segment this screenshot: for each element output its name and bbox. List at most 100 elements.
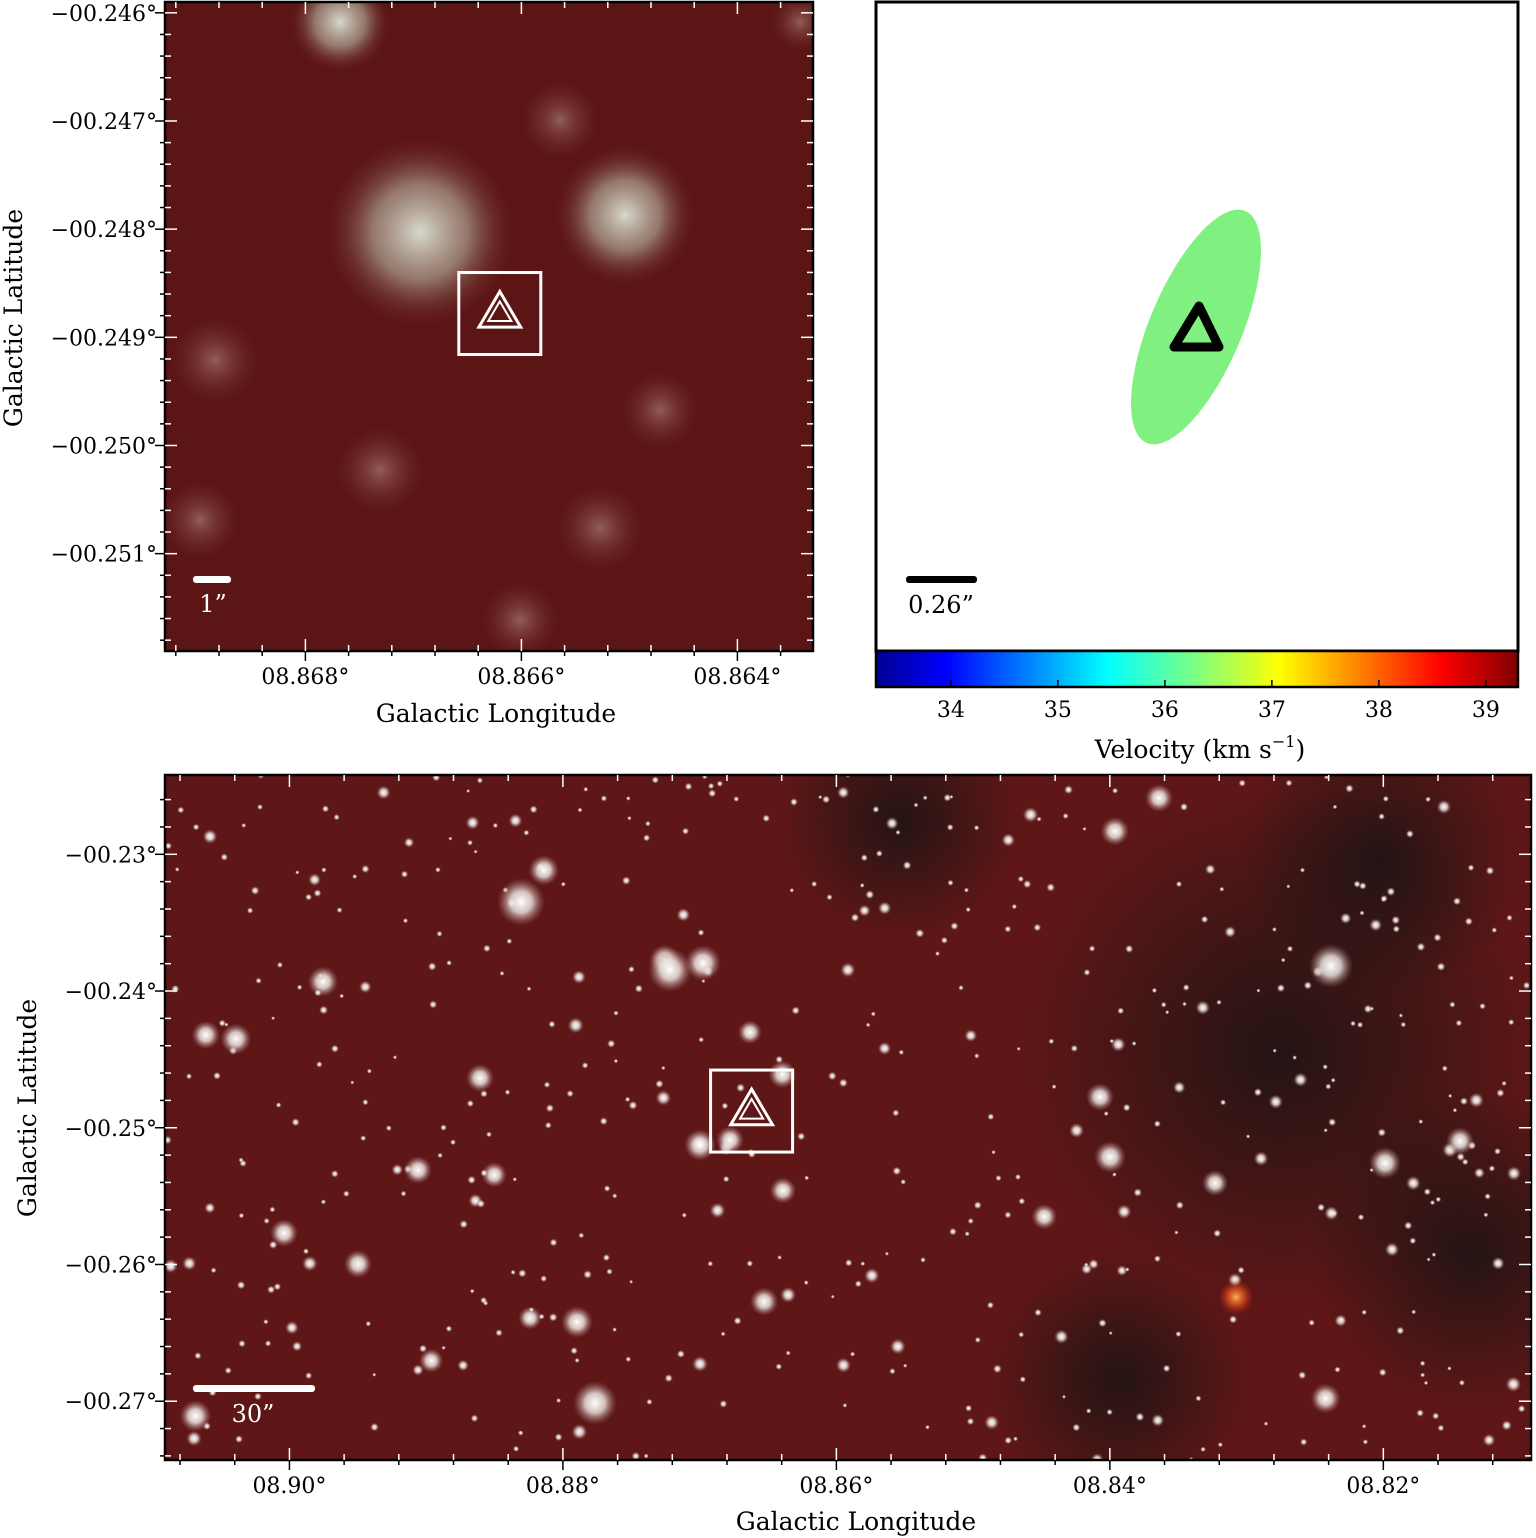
- star: [827, 1071, 837, 1081]
- star: [736, 1083, 746, 1093]
- star: [174, 867, 180, 872]
- star: [572, 970, 586, 984]
- star: [1135, 1412, 1145, 1422]
- star: [495, 1329, 503, 1337]
- star: [305, 893, 313, 901]
- star: [1125, 944, 1134, 954]
- star: [1384, 1242, 1400, 1257]
- wide-x-tick-label: 08.84°: [1073, 1474, 1147, 1499]
- star: [1409, 1237, 1417, 1245]
- star: [321, 867, 327, 873]
- star: [1391, 915, 1401, 925]
- star: [1425, 796, 1431, 803]
- star: [1361, 1309, 1367, 1316]
- star: [1501, 1420, 1512, 1431]
- star: [785, 1350, 791, 1356]
- star: [480, 1169, 488, 1177]
- wide-source-box: [709, 1068, 795, 1154]
- star: [1285, 779, 1293, 787]
- star: [459, 1219, 469, 1229]
- star: [427, 962, 437, 971]
- star: [476, 777, 484, 784]
- star: [302, 1255, 318, 1272]
- star: [1175, 880, 1183, 888]
- star: [1405, 829, 1414, 838]
- star: [1467, 864, 1475, 872]
- star: [275, 1102, 282, 1108]
- star: [1411, 1309, 1417, 1315]
- star: [540, 1275, 548, 1283]
- star: [1461, 1158, 1469, 1166]
- star: [1522, 981, 1531, 990]
- star: [797, 1132, 806, 1141]
- dark-cloud: [780, 775, 1020, 940]
- star: [273, 1282, 282, 1291]
- star: [684, 782, 693, 791]
- star: [1334, 1366, 1341, 1373]
- star: [400, 870, 409, 878]
- wide-source-triangle-inner: [738, 1096, 765, 1120]
- bright-star: [404, 1156, 432, 1184]
- star: [655, 1079, 664, 1089]
- star: [872, 805, 880, 814]
- zoom-star: [620, 370, 700, 450]
- star: [822, 795, 831, 804]
- star: [465, 815, 480, 830]
- star: [826, 894, 833, 901]
- star: [1018, 1197, 1026, 1205]
- star: [721, 1102, 729, 1110]
- star: [984, 1415, 1000, 1430]
- star: [943, 793, 952, 802]
- star: [1083, 968, 1091, 976]
- zoom-y-axis-title: Galactic Latitude: [0, 209, 28, 427]
- colorbar-ticks: [950, 680, 1487, 687]
- star: [992, 1364, 1002, 1374]
- wide-y-tick-label: −00.23°: [65, 843, 157, 868]
- star: [1280, 957, 1286, 963]
- wide-image: [165, 775, 1531, 1460]
- star: [238, 1339, 246, 1348]
- star: [974, 1053, 980, 1059]
- star: [583, 1270, 592, 1279]
- bright-star: [716, 1126, 744, 1154]
- star: [719, 1399, 728, 1408]
- star: [987, 1113, 995, 1121]
- star: [1459, 1097, 1468, 1106]
- bright-star: [270, 1219, 298, 1247]
- star: [506, 938, 513, 945]
- star: [1112, 787, 1119, 794]
- star: [1483, 1212, 1489, 1218]
- wide-y-axis-title: Galactic Latitude: [13, 999, 42, 1217]
- star: [1082, 826, 1087, 832]
- star: [1506, 914, 1513, 921]
- colorbar: [874, 649, 1520, 689]
- star: [1070, 1044, 1079, 1053]
- star: [860, 854, 868, 862]
- star: [1468, 1092, 1484, 1108]
- star: [1416, 1409, 1424, 1417]
- star: [1482, 1433, 1496, 1447]
- star: [263, 1217, 270, 1224]
- star: [1322, 1064, 1328, 1070]
- colorbar-title-end: ): [1295, 735, 1305, 764]
- zoom-star: [555, 483, 645, 573]
- star: [698, 1036, 705, 1043]
- bright-star: [1094, 1141, 1126, 1173]
- star: [1436, 962, 1446, 972]
- star: [241, 822, 247, 828]
- star: [709, 1202, 726, 1219]
- star: [441, 1345, 446, 1351]
- star: [1441, 1065, 1448, 1072]
- star: [769, 1177, 797, 1204]
- star: [1491, 927, 1498, 933]
- star: [651, 776, 660, 784]
- star: [257, 804, 263, 810]
- star: [768, 1060, 797, 1089]
- star: [733, 1316, 742, 1325]
- star: [412, 1364, 424, 1376]
- star: [333, 814, 340, 821]
- star: [1100, 816, 1130, 846]
- wide-y-tick-label: −00.26°: [65, 1253, 157, 1278]
- velocity-source-triangle: [1169, 301, 1224, 352]
- star: [628, 965, 635, 973]
